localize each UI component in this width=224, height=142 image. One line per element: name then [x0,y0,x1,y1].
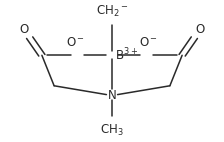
Text: O: O [19,23,29,36]
Text: CH$_2$$^-$: CH$_2$$^-$ [96,4,128,19]
Text: B$^{3+}$: B$^{3+}$ [115,46,138,63]
Text: CH$_3$: CH$_3$ [100,123,124,138]
Text: O$^-$: O$^-$ [66,36,85,49]
Text: O: O [195,23,205,36]
Text: N: N [108,89,116,102]
Text: O$^-$: O$^-$ [139,36,158,49]
